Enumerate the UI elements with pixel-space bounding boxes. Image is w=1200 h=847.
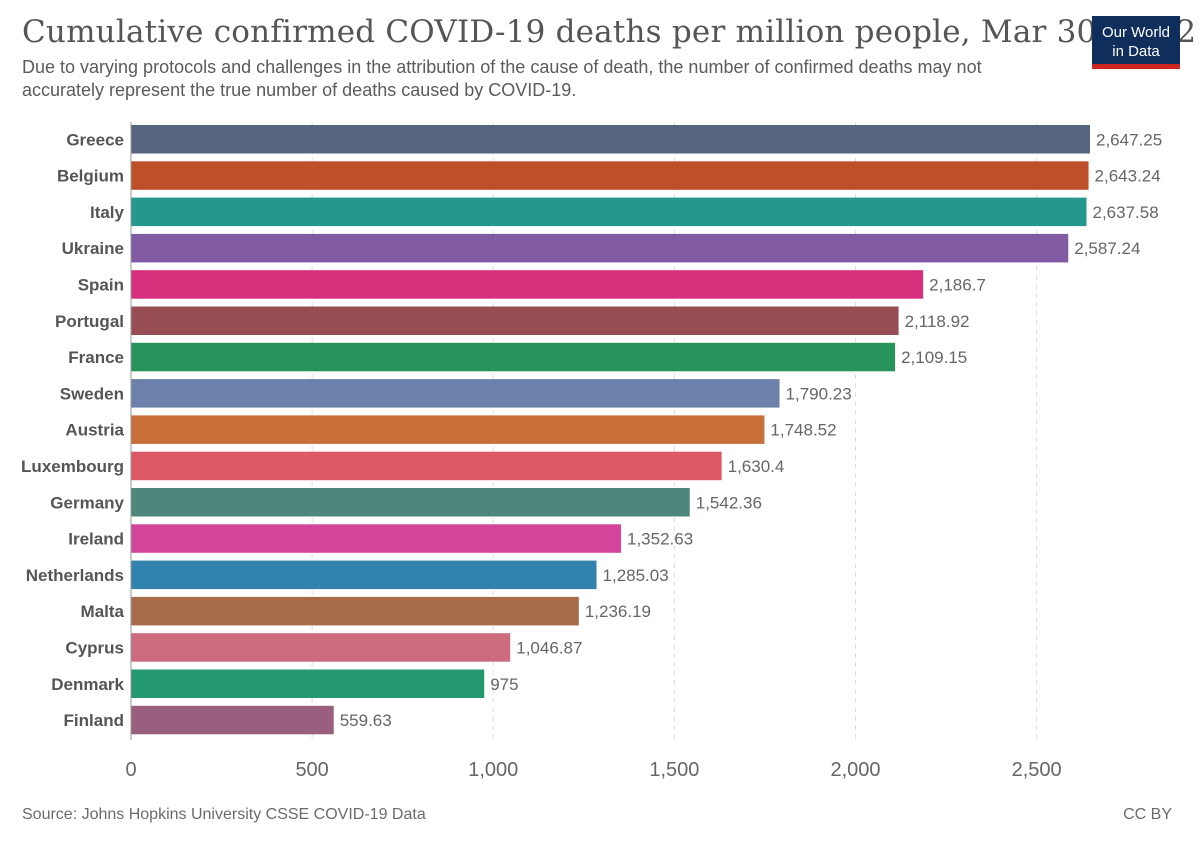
value-label: 1,236.19: [585, 602, 651, 621]
bar-greece[interactable]: [131, 125, 1090, 154]
category-label: Germany: [50, 493, 124, 512]
value-label: 2,637.58: [1092, 203, 1158, 222]
bar-finland[interactable]: [131, 705, 334, 735]
category-label: Malta: [81, 602, 125, 621]
category-label: Italy: [90, 203, 125, 222]
category-label: Sweden: [60, 384, 124, 403]
logo-stripe: [1092, 64, 1180, 69]
category-label: France: [68, 348, 124, 367]
value-label: 1,630.4: [728, 457, 785, 476]
bar-germany[interactable]: [131, 488, 690, 517]
value-label: 1,352.63: [627, 530, 693, 549]
category-label: Ukraine: [62, 239, 124, 258]
license-link[interactable]: CC BY: [1123, 806, 1172, 823]
category-label: Netherlands: [26, 566, 124, 585]
value-label: 1,748.52: [770, 421, 836, 440]
bar-france[interactable]: [131, 342, 896, 372]
value-label: 1,542.36: [696, 493, 762, 512]
bar-netherlands[interactable]: [131, 560, 597, 590]
value-label: 2,587.24: [1074, 239, 1140, 258]
bar-belgium[interactable]: [131, 161, 1089, 190]
value-label: 2,109.15: [901, 348, 967, 367]
bar-ukraine[interactable]: [131, 233, 1069, 263]
category-label: Austria: [65, 421, 124, 440]
value-label: 2,118.92: [905, 312, 970, 331]
x-tick-label: 0: [125, 759, 136, 781]
bar-malta[interactable]: [131, 596, 579, 626]
category-label: Ireland: [68, 530, 124, 549]
owid-logo[interactable]: Our World in Data: [1092, 16, 1180, 69]
value-label: 975: [490, 675, 518, 694]
chart-title: Cumulative confirmed COVID-19 deaths per…: [22, 14, 1197, 50]
bar-ireland[interactable]: [131, 524, 622, 553]
value-label: 2,186.7: [929, 275, 986, 294]
x-tick-label: 2,000: [830, 759, 880, 781]
logo-line-2: in Data: [1112, 43, 1160, 60]
chart-subtitle: Due to varying protocols and challenges …: [22, 57, 982, 100]
axis-layer: 0 500 1,000 1,500 2,000 2,500: [125, 122, 1062, 781]
x-tick-label: 2,500: [1012, 759, 1062, 781]
bar-austria[interactable]: [131, 415, 765, 444]
value-label: 1,790.23: [786, 384, 852, 403]
category-label: Portugal: [55, 312, 124, 331]
bar-portugal[interactable]: [131, 306, 899, 336]
value-label: 2,647.25: [1096, 130, 1162, 149]
value-label: 1,285.03: [603, 566, 669, 585]
x-tick-label: 500: [295, 759, 328, 781]
category-label: Spain: [78, 275, 124, 294]
x-tick-label: 1,500: [649, 759, 699, 781]
bar-cyprus[interactable]: [131, 633, 511, 662]
x-tick-label: 1,000: [468, 759, 518, 781]
source-note: Source: Johns Hopkins University CSSE CO…: [22, 806, 426, 823]
bar-chart: Greece 2,647.25 Belgium 2,643.24 Italy 2,637.…: [21, 122, 1162, 781]
bar-denmark[interactable]: [131, 669, 485, 699]
bar-sweden[interactable]: [131, 379, 780, 408]
logo-line-1: Our World: [1101, 24, 1171, 41]
category-label: Denmark: [51, 675, 124, 694]
value-label: 2,643.24: [1095, 167, 1161, 186]
label-layer: Greece 2,647.25 Belgium 2,643.24 Italy 2,637.…: [21, 130, 1162, 730]
value-label: 559.63: [340, 711, 392, 730]
bar-luxembourg[interactable]: [131, 451, 722, 481]
category-label: Luxembourg: [21, 457, 124, 476]
category-label: Cyprus: [65, 638, 124, 657]
value-label: 1,046.87: [516, 638, 582, 657]
category-label: Belgium: [57, 167, 124, 186]
bar-italy[interactable]: [131, 197, 1087, 227]
bar-spain[interactable]: [131, 270, 924, 299]
category-label: Finland: [64, 711, 124, 730]
category-label: Greece: [66, 130, 124, 149]
bar-layer: [131, 125, 1090, 735]
